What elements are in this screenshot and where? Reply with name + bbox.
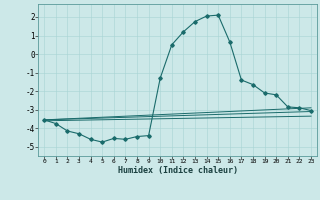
X-axis label: Humidex (Indice chaleur): Humidex (Indice chaleur)	[118, 166, 238, 175]
